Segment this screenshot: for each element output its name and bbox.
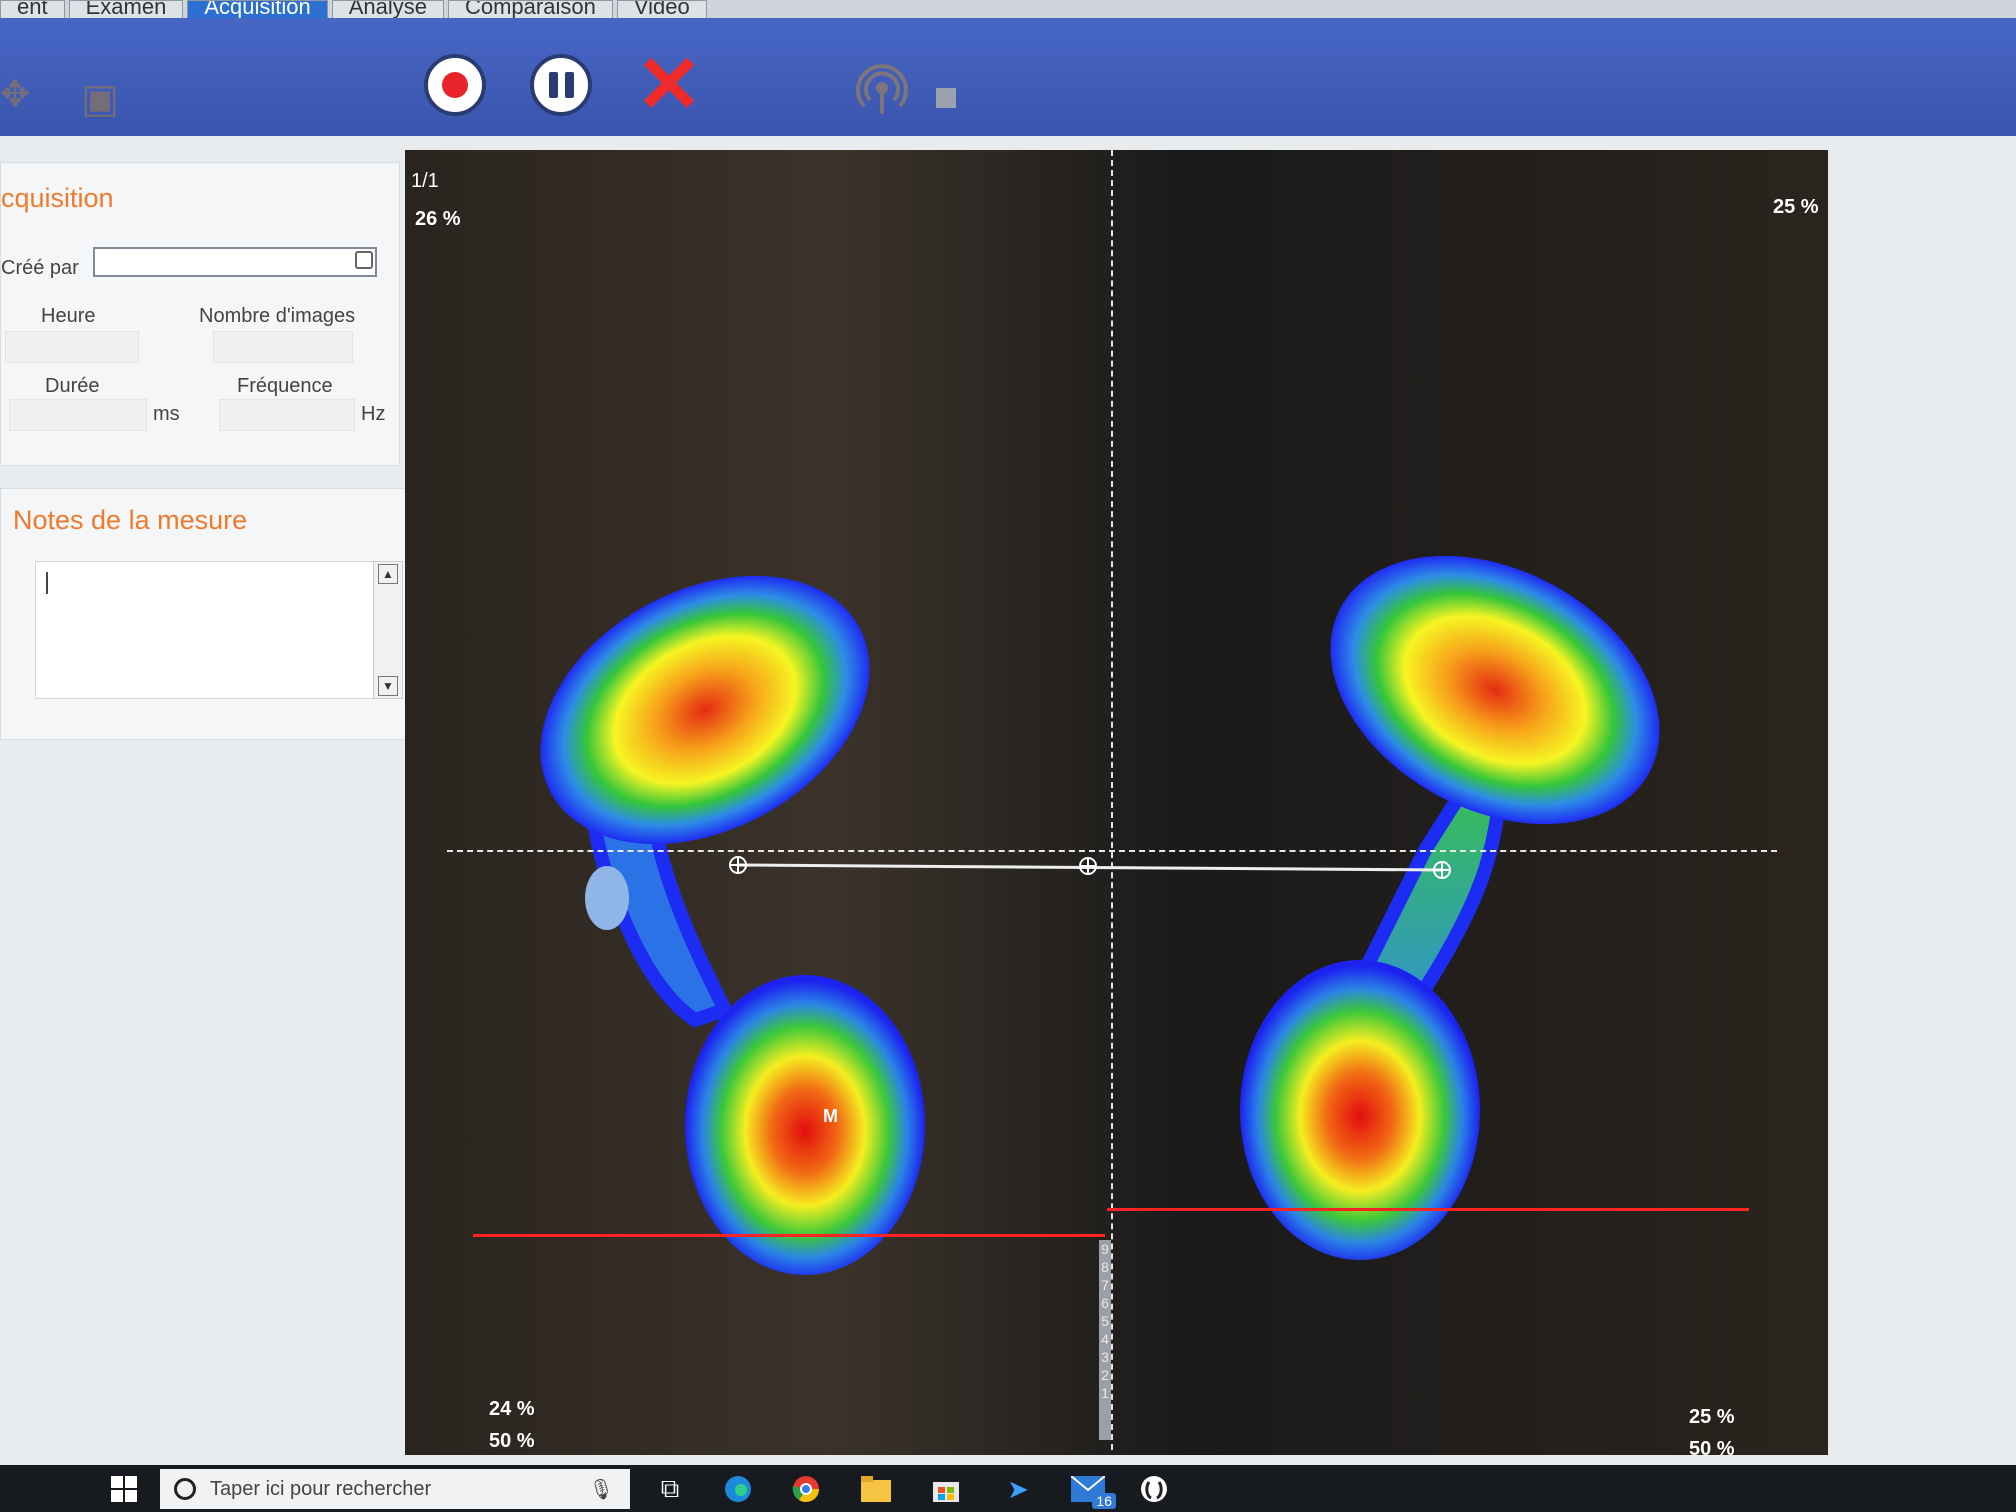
tab-bar: ent Examen Acquisition Analyse Comparais… [0,0,2016,20]
vertical-axis-line [1111,150,1113,1450]
text-caret [46,572,48,594]
tab-analyse[interactable]: Analyse [331,0,444,20]
duree-label: Durée [45,375,100,397]
pause-button[interactable] [530,54,592,116]
scale-7: 7 [1101,1277,1109,1293]
notes-panel: Notes de la mesure ▲ ▼ [0,488,416,740]
tab-acquisition[interactable]: Acquisition [187,0,328,20]
created-by-label: Créé par [1,257,79,279]
record-button[interactable] [424,54,486,116]
frequence-field[interactable] [219,399,355,431]
scale-3: 3 [1101,1349,1109,1365]
nombre-images-label: Nombre d'images [199,305,356,327]
search-icon [174,1478,196,1500]
pressure-heatmap [540,555,1660,1275]
mail-icon[interactable]: 16 [1068,1473,1116,1509]
frequence-label: Fréquence [237,375,333,397]
horizontal-axis-line [447,850,1777,852]
folder-icon[interactable]: ▣ [81,77,119,121]
sensor-button[interactable] [850,58,914,122]
percent-bottom-left-b: 50 % [489,1430,535,1452]
percent-top-left: 26 % [415,208,461,230]
nombre-images-field[interactable] [213,331,353,363]
panel-title: cquisition [1,183,114,213]
duree-field[interactable] [9,399,147,431]
scale-4: 4 [1101,1331,1109,1347]
pressure-app-icon[interactable] [1136,1473,1172,1505]
created-by-select[interactable] [93,247,377,277]
windows-start-icon[interactable] [108,1473,140,1505]
notes-scrollbar[interactable]: ▲ ▼ [373,561,403,699]
scale-6: 6 [1101,1295,1109,1311]
tab-ent[interactable]: ent [0,0,65,20]
microphone-icon[interactable]: 🎙 [588,1478,614,1501]
tab-examen[interactable]: Examen [68,0,184,20]
notes-textarea[interactable] [35,561,375,699]
chrome-icon[interactable] [788,1473,824,1505]
stop-icon[interactable] [936,88,956,108]
tab-video[interactable]: Vidéo [616,0,707,20]
pressure-map[interactable]: 1/1 26 % 25 % 24 % 50 % 25 % 50 % M 9 8 … [405,150,1828,1460]
taskbar-search[interactable]: Taper ici pour rechercher 🎙 [160,1469,630,1509]
record-icon [442,72,468,98]
left-baseline [473,1234,1105,1237]
heel-marker: M [823,1106,838,1126]
scale-1: 1 [1101,1385,1109,1401]
move-icon[interactable]: ✥ [0,73,31,114]
percent-top-right: 25 % [1773,196,1819,218]
right-baseline [1107,1208,1749,1211]
edge-browser-icon[interactable] [720,1473,756,1505]
scroll-down-icon[interactable]: ▼ [378,676,398,696]
toolbar: ✥ ▣ ✕ [0,18,2016,136]
close-icon: ✕ [635,40,703,129]
dropdown-icon[interactable] [355,251,373,269]
pressure-scale: 9 8 7 6 5 4 3 2 1 [1099,1240,1111,1440]
scroll-up-icon[interactable]: ▲ [378,564,398,584]
notes-title: Notes de la mesure [13,505,248,535]
scale-5: 5 [1101,1313,1109,1329]
task-view-icon[interactable]: ⧉ [660,1473,680,1503]
acquisition-panel: cquisition Créé par Heure Nombre d'image… [0,162,400,466]
scale-2: 2 [1101,1367,1109,1383]
scale-9: 9 [1101,1241,1109,1257]
frame-counter: 1/1 [411,170,439,192]
store-icon[interactable] [928,1473,964,1505]
marker-center[interactable] [1079,857,1097,875]
heure-field[interactable] [5,331,139,363]
duree-unit: ms [153,403,180,425]
pause-icon [548,72,558,98]
scale-8: 8 [1101,1259,1109,1275]
cancel-button[interactable]: ✕ [632,40,706,129]
percent-bottom-right-a: 25 % [1689,1406,1735,1428]
mail-badge: 16 [1092,1493,1116,1509]
marker-right[interactable] [1433,861,1451,879]
frequence-unit: Hz [361,403,386,425]
file-explorer-icon[interactable] [858,1473,894,1505]
app-arrow-icon[interactable]: ➤ [1007,1473,1029,1504]
percent-bottom-right-b: 50 % [1689,1438,1735,1460]
marker-left[interactable] [729,856,747,874]
taskbar: Taper ici pour rechercher 🎙 ⧉ ➤ 16 [0,1465,2016,1512]
heure-label: Heure [41,305,96,327]
antenna-icon [856,64,908,114]
search-placeholder: Taper ici pour rechercher [210,1477,432,1500]
tab-comparaison[interactable]: Comparaison [447,0,613,20]
percent-bottom-left-a: 24 % [489,1398,535,1420]
